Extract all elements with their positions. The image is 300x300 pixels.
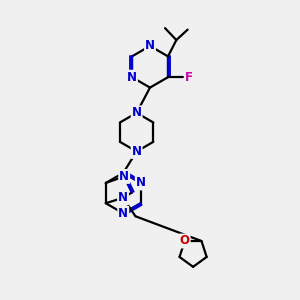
Text: N: N [119, 170, 129, 183]
Text: N: N [118, 191, 128, 204]
Text: O: O [180, 235, 190, 248]
Text: F: F [185, 71, 193, 84]
Text: N: N [132, 145, 142, 158]
Text: N: N [132, 106, 142, 119]
Text: N: N [145, 40, 155, 52]
Text: N: N [118, 207, 128, 220]
Text: N: N [136, 176, 146, 190]
Text: N: N [127, 71, 137, 84]
